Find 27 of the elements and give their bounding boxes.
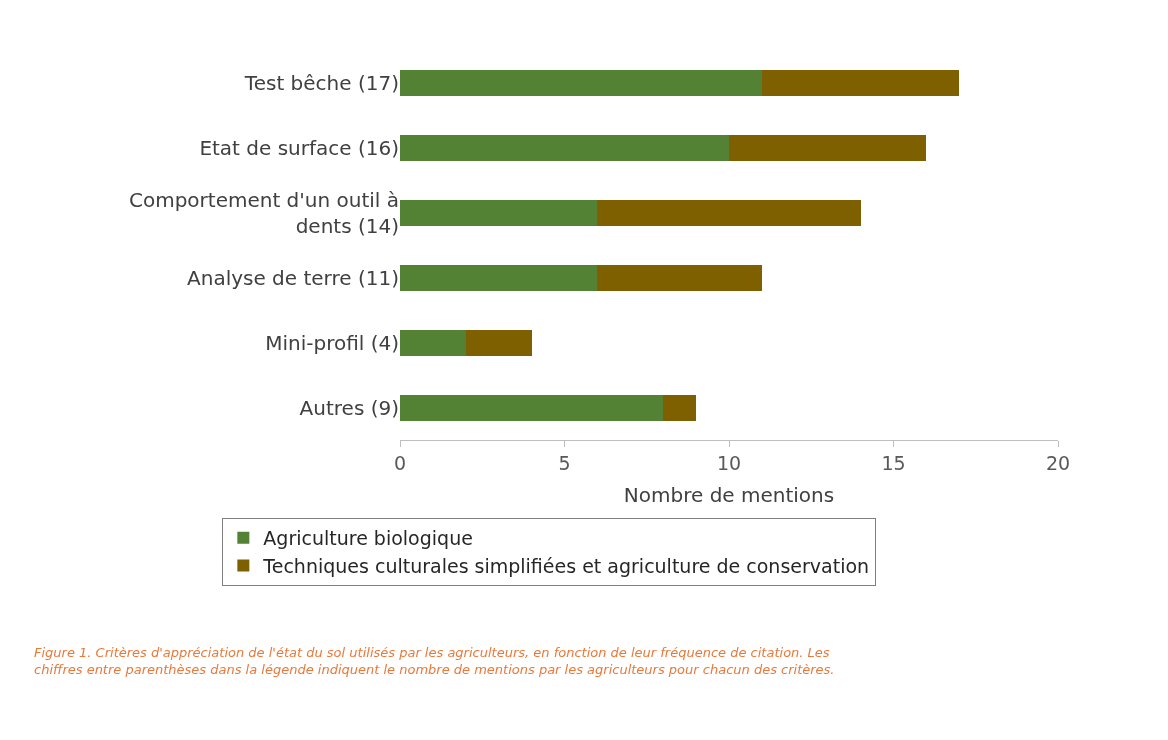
x-tick-label: 15 [881,451,906,474]
x-axis-title: Nombre de mentions [623,483,835,508]
bar [761,69,960,96]
y-tick-label: Mini-profil (4) [265,330,399,355]
bar [400,329,466,356]
x-tick-label: 5 [558,451,571,474]
bar [465,329,532,356]
bar [400,199,598,226]
x-tick-label: 20 [1045,451,1071,474]
x-tick-label: 0 [393,451,407,474]
y-tick-label: Etat de surface (16) [199,135,399,160]
y-tick-label: Test bêche (17) [243,70,399,95]
bar [400,69,762,96]
x-tick-label: 10 [716,451,742,474]
bar [597,264,762,291]
y-tick-label: Autres (9) [299,395,399,420]
legend-label: Agriculture biologique [263,527,473,550]
bar [597,199,861,226]
bar [400,134,729,161]
caption: Figure 1. Critères d'appréciation de l'état du sol utilisés par les agriculteurs, en fonction de leur fréquence de citation. Les chiffres entre parenthèses dans la légende indiquent le nombre de mentions par les agriculteurs pour chacun des critères. [34,645,835,677]
legend-label: Techniques culturales simplifiées et agriculture de conservation [262,554,870,577]
bar [663,394,697,421]
bar [729,134,927,161]
y-tick-label: Comportement d'un outil à dents (14) [128,187,399,238]
bar [400,394,664,421]
bar [400,264,598,291]
y-tick-label: Analyse de terre (11) [187,265,399,290]
